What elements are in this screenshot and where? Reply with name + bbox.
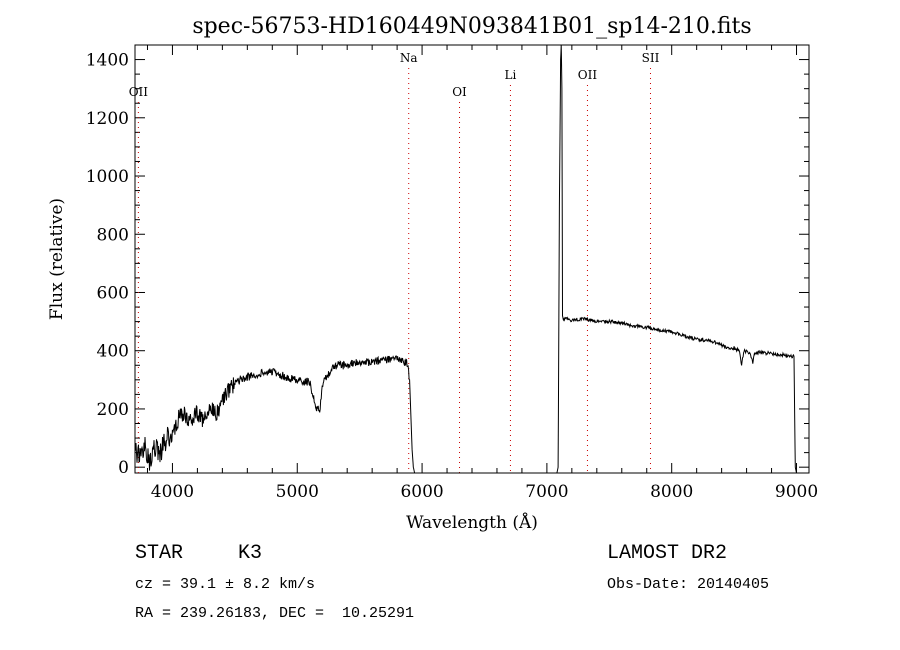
line-marker-label: OII	[129, 85, 149, 99]
object-subclass: K3	[238, 542, 263, 565]
y-tick-label: 800	[97, 225, 129, 245]
y-tick-label: 1000	[86, 167, 129, 187]
x-tick-label: 6000	[400, 482, 443, 502]
x-tick-label: 7000	[525, 482, 568, 502]
y-tick-label: 400	[97, 342, 129, 362]
y-axis-label: Flux (relative)	[47, 198, 67, 320]
y-tick-label: 1400	[86, 51, 129, 71]
line-marker-label: OII	[578, 68, 598, 82]
chart-title: spec-56753-HD160449N093841B01_sp14-210.f…	[192, 14, 751, 39]
line-marker-label: Na	[400, 51, 418, 65]
coordinates-text: RA = 239.26183, DEC = 10.25291	[135, 605, 415, 622]
x-tick-label: 4000	[151, 482, 194, 502]
y-tick-label: 1200	[86, 109, 129, 129]
emission-line-markers: OII Na OI Li OII SII	[129, 51, 660, 473]
obs-date-text: Obs-Date: 20140405	[607, 576, 770, 593]
x-tick-label: 9000	[775, 482, 818, 502]
y-tick-label: 600	[97, 283, 129, 303]
plot-frame	[134, 44, 810, 474]
line-marker-label: SII	[642, 51, 660, 65]
y-tick-label: 200	[97, 400, 129, 420]
x-tick-label: 8000	[650, 482, 693, 502]
survey-label: LAMOST DR2	[607, 542, 728, 565]
redshift-text: cz = 39.1 ± 8.2 km/s	[135, 576, 316, 593]
x-axis-label: Wavelength (Å)	[406, 512, 538, 533]
object-class-label: STAR	[135, 542, 184, 565]
y-axis-ticks: 0 200 400 600 800 1000 1200 1400	[86, 51, 809, 478]
x-axis-ticks: 4000 5000 6000 7000 8000 9000	[146, 45, 818, 502]
y-tick-label: 0	[118, 458, 129, 478]
line-marker-label: Li	[505, 68, 517, 82]
spectrum-chart: spec-56753-HD160449N093841B01_sp14-210.f…	[47, 14, 818, 533]
spectrum-line	[134, 44, 797, 474]
x-tick-label: 5000	[276, 482, 319, 502]
line-marker-label: OI	[452, 85, 467, 99]
